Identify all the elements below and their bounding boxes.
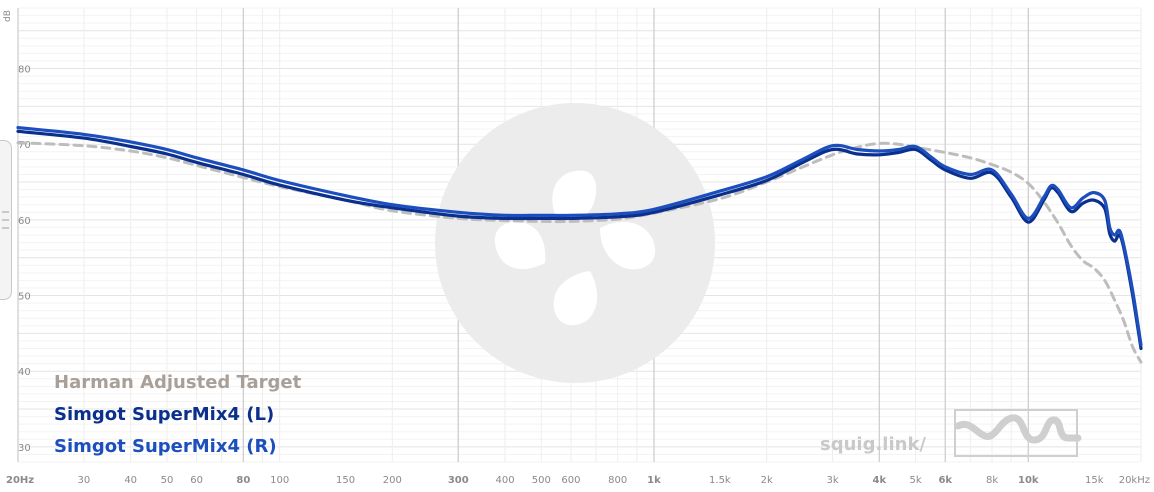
watermark-text: squig.link/ <box>820 434 926 455</box>
y-tick-label: 30 <box>18 443 31 454</box>
squiggle-logo-icon <box>954 409 1082 457</box>
x-tick-label: 400 <box>495 475 514 486</box>
x-tick-label: 15k <box>1085 475 1104 486</box>
x-tick-label: 40 <box>124 475 137 486</box>
grip-line <box>2 219 9 221</box>
graph-resize-handle[interactable] <box>0 140 12 300</box>
x-tick-label: 600 <box>561 475 580 486</box>
x-tick-label: 300 <box>448 475 469 486</box>
legend[interactable]: Harman Adjusted Target Simgot SuperMix4 (… <box>54 372 302 457</box>
x-tick-label: 5k <box>910 475 922 486</box>
y-tick-label: 40 <box>18 367 31 378</box>
y-tick-label: 80 <box>18 65 31 76</box>
x-tick-label: 2k <box>761 475 773 486</box>
x-tick-label: 4k <box>873 475 887 486</box>
x-tick-label: 80 <box>236 475 250 486</box>
y-tick-label: 70 <box>18 140 31 151</box>
grip-line <box>2 227 9 229</box>
x-tick-label: 8k <box>986 475 998 486</box>
x-tick-label: 6k <box>938 475 952 486</box>
series-line-2[interactable] <box>16 126 1143 347</box>
x-tick-label: 1.5k <box>709 475 731 486</box>
x-tick-label: 500 <box>532 475 551 486</box>
x-tick-label: 20kHz <box>1119 475 1150 486</box>
x-tick-label: 1k <box>647 475 661 486</box>
x-tick-label: 50 <box>161 475 174 486</box>
x-axis-ticks: 20Hz 30 40 50 60 80 100 150 200 300 400 500 600 800 1k… <box>6 475 1150 486</box>
y-tick-label: 60 <box>18 216 31 227</box>
x-tick-label: 150 <box>336 475 355 486</box>
x-tick-label: 20Hz <box>6 475 34 486</box>
x-tick-label: 200 <box>383 475 402 486</box>
squig-logo-icon <box>435 103 715 383</box>
x-tick-label: 30 <box>78 475 91 486</box>
grip-line <box>2 211 9 213</box>
y-axis-unit: dB <box>3 10 13 22</box>
x-tick-label: 100 <box>270 475 289 486</box>
series-lines <box>16 126 1143 364</box>
y-tick-label: 50 <box>18 292 31 303</box>
legend-item-1[interactable]: Simgot SuperMix4 (L) <box>54 404 274 425</box>
legend-item-2[interactable]: Simgot SuperMix4 (R) <box>54 436 277 457</box>
x-tick-label: 10k <box>1018 475 1039 486</box>
series-line-1[interactable] <box>16 129 1143 351</box>
x-tick-label: 60 <box>190 475 203 486</box>
x-tick-label: 800 <box>608 475 627 486</box>
y-axis-ticks: 30 40 50 60 70 80 <box>18 65 31 454</box>
legend-item-0[interactable]: Harman Adjusted Target <box>54 372 302 393</box>
x-tick-label: 3k <box>827 475 839 486</box>
